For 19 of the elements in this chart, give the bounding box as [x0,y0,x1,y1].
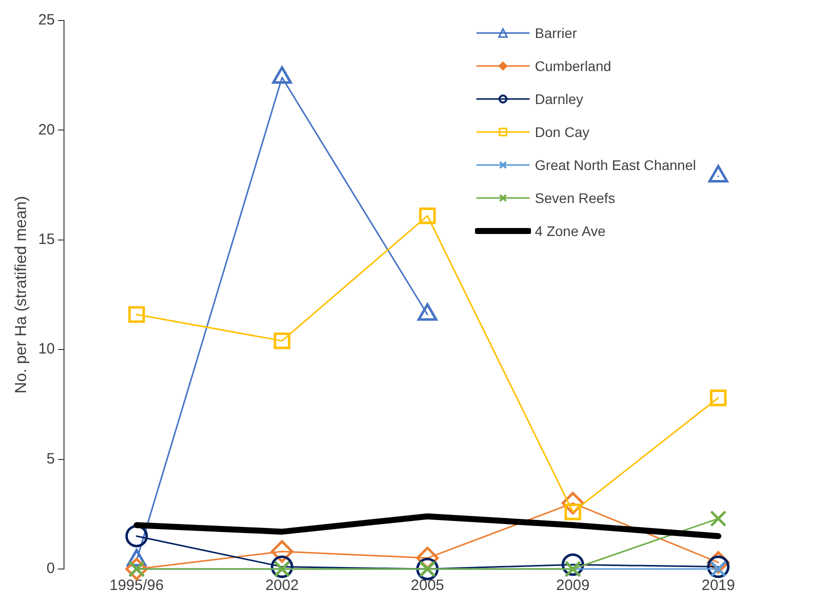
x-tick-label: 2019 [702,577,735,594]
x-tick-label: 2005 [410,577,444,594]
x-tick-label: 2002 [265,577,299,594]
y-tick-label: 10 [38,340,55,358]
y-tick-label: 25 [38,12,55,29]
y-tick-label: 5 [46,450,55,468]
y-tick-label: 0 [46,560,55,578]
legend-label: 4 Zone Ave [534,222,606,238]
legend-label: Barrier [534,24,577,40]
legend-label: Seven Reefs [534,190,616,206]
legend-label: Great North East Channel [534,156,696,172]
legend-label: Don Cay [534,124,590,140]
y-tick-label: 20 [38,121,55,138]
x-tick-label: 2009 [556,577,590,594]
y-axis-title: No. per Ha (stratified mean) [13,196,30,394]
legend-label: Darnley [534,90,584,106]
x-tick-label: 1995/96 [109,577,164,594]
y-tick-label: 15 [38,231,55,248]
legend-label: Cumberland [534,58,612,74]
